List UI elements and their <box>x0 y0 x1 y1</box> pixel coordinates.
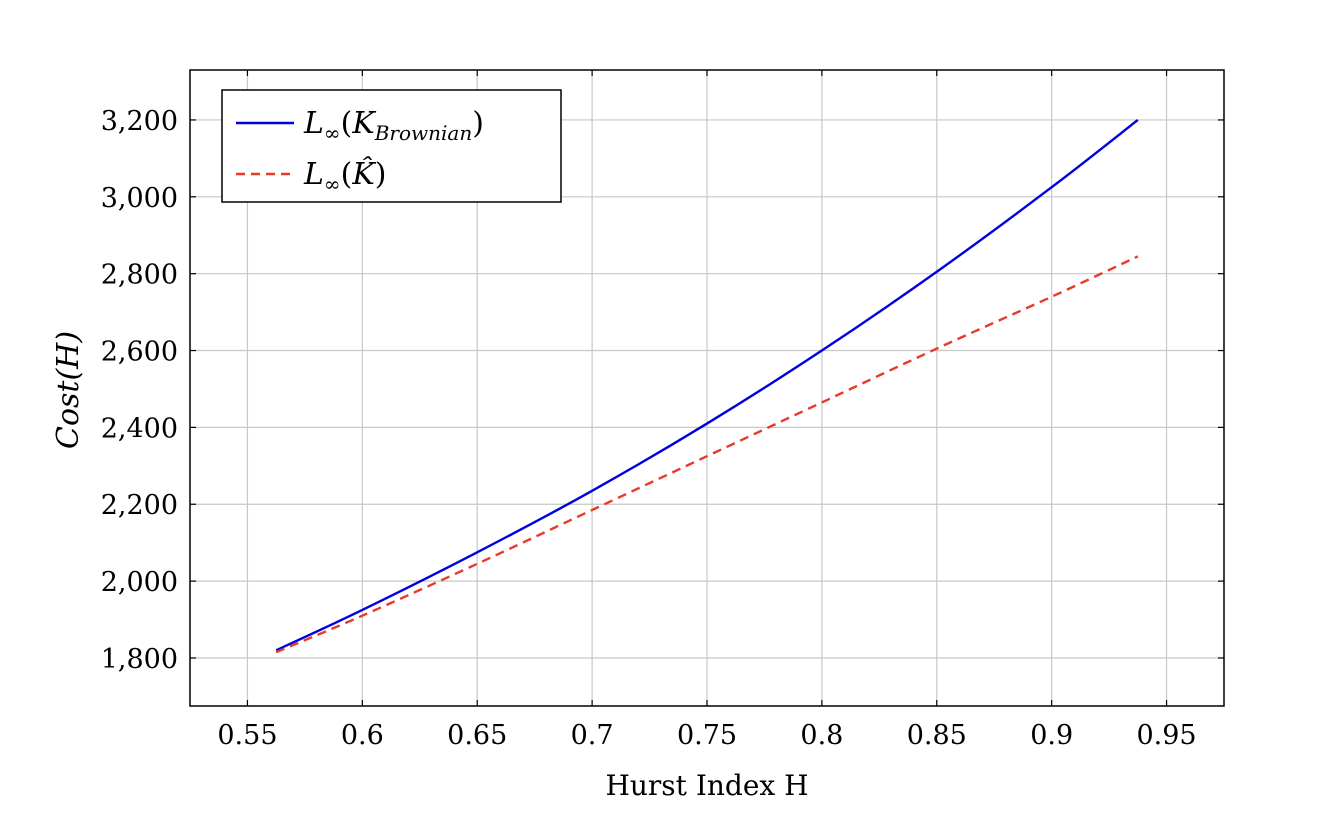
legend-label: L∞(K̂) <box>303 157 386 196</box>
legend-label: L∞(KBrownian) <box>303 106 484 145</box>
legend-label-part: L <box>303 157 324 192</box>
y-tick-label: 3,200 <box>101 106 178 137</box>
x-tick-label: 0.55 <box>217 720 277 751</box>
x-tick-label: 0.65 <box>447 720 507 751</box>
y-axis-title: Cost(H) <box>51 331 86 449</box>
x-tick-label: 0.85 <box>907 720 967 751</box>
y-tick-label: 3,000 <box>101 183 178 214</box>
y-tick-label: 2,800 <box>101 260 178 291</box>
legend-label-part: ) <box>472 106 484 141</box>
x-tick-labels: 0.55 0.6 0.65 0.7 0.75 0.8 0.85 0.9 0.95 <box>217 720 1196 751</box>
x-tick-label: 0.6 <box>341 720 384 751</box>
y-tick-label: 2,200 <box>101 490 178 521</box>
series-lines <box>275 119 1139 654</box>
y-tick-label: 2,000 <box>101 567 178 598</box>
x-tick-label: 0.9 <box>1030 720 1073 751</box>
x-axis-title: Hurst Index H <box>605 769 808 802</box>
legend: L∞(KBrownian)L∞(K̂) <box>221 89 562 203</box>
legend-label-part: L <box>303 106 324 141</box>
legend-label-part: ∞ <box>324 121 341 145</box>
legend-label-part: K̂ <box>351 157 376 192</box>
series-line-k-brownian <box>275 119 1139 652</box>
y-tick-label: 2,600 <box>101 337 178 368</box>
series-line-k-hat <box>275 255 1139 654</box>
legend-label-part: ( <box>341 106 353 141</box>
x-tick-label: 0.7 <box>571 720 614 751</box>
x-tick-label: 0.95 <box>1136 720 1196 751</box>
legend-label-part: K <box>351 106 376 141</box>
y-tick-labels: 1,800 2,000 2,200 2,400 2,600 2,800 3,000 3,200 <box>101 106 178 675</box>
legend-label-part: ∞ <box>324 172 341 196</box>
y-tick-label: 2,400 <box>101 413 178 444</box>
y-tick-label: 1,800 <box>101 644 178 675</box>
legend-label-part: Brownian <box>374 121 473 145</box>
legend-label-part: ( <box>341 157 353 192</box>
x-tick-label: 0.8 <box>800 720 843 751</box>
plot-frame <box>189 69 1225 707</box>
legend-label-part: ) <box>375 157 387 192</box>
grid <box>190 70 1224 706</box>
legend-box <box>221 89 562 203</box>
x-tick-label: 0.75 <box>677 720 737 751</box>
